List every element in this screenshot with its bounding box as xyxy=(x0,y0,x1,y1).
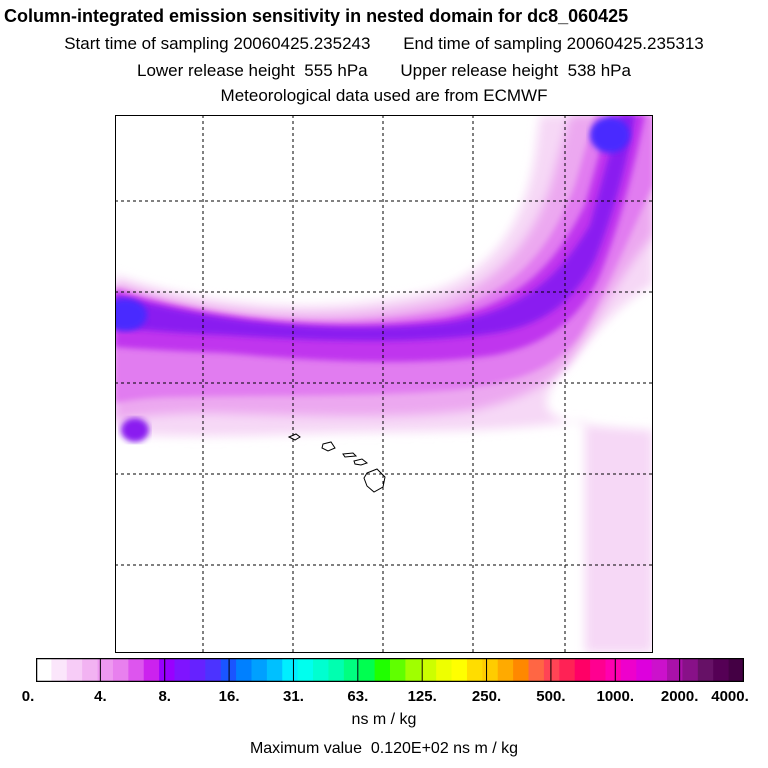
sampling-times: Start time of sampling 20060425.235243 E… xyxy=(0,34,768,54)
colorbar-cell xyxy=(36,658,52,682)
colorbar-cell xyxy=(328,658,345,682)
colorbar-cell xyxy=(436,658,453,682)
colorbar-tick-label: 63. xyxy=(347,688,369,705)
lower-label: Lower release height xyxy=(137,61,295,80)
colorbar-cell xyxy=(313,658,330,682)
colorbar-tick-label: 0. xyxy=(21,688,35,705)
colorbar-cell xyxy=(543,658,560,682)
met-data-note: Meteorological data used are from ECMWF xyxy=(220,86,548,105)
colorbar-cell xyxy=(651,658,668,682)
colorbar-dividers xyxy=(99,658,681,682)
island-hawaii xyxy=(363,468,386,493)
island-maui xyxy=(353,458,369,466)
plume-core xyxy=(115,115,635,341)
colorbar-cell xyxy=(636,658,653,682)
colorbar-unit: ns m / kg xyxy=(351,711,417,728)
plume-strong xyxy=(115,115,645,362)
colorbar-cell xyxy=(605,658,622,682)
colorbar-cell xyxy=(359,658,376,682)
colorbar-cell xyxy=(174,658,191,682)
colorbar-cell xyxy=(728,658,744,682)
colorbar-cell xyxy=(682,658,699,682)
plot-title: Column-integrated emission sensitivity i… xyxy=(4,6,629,26)
colorbar-cell xyxy=(513,658,530,682)
colorbar-cell xyxy=(205,658,222,682)
colorbar-cell xyxy=(713,658,730,682)
plume-peak-west-lower xyxy=(121,418,149,442)
start-label: Start time of sampling xyxy=(64,34,229,53)
coastlines xyxy=(287,433,386,493)
colorbar-tick-label: 250. xyxy=(471,688,502,705)
colorbar-tick-label: 4. xyxy=(94,688,107,705)
colorbar-cell xyxy=(697,658,714,682)
sensitivity-map xyxy=(115,115,653,653)
island-molokai xyxy=(342,452,358,458)
maximum-value: Maximum value 0.120E+02 ns m / kg xyxy=(0,740,768,758)
plume-layer xyxy=(115,115,653,653)
upper-label: Upper release height xyxy=(400,61,559,80)
colorbar-tick-label: 4000. xyxy=(711,688,749,705)
release-heights: Lower release height 555 hPa Upper relea… xyxy=(0,61,768,81)
colorbar-tick-label: 1000. xyxy=(596,688,635,705)
colorbar-cell xyxy=(97,658,114,682)
colorbar-cell xyxy=(82,658,99,682)
maximum-number: 0.120E+02 ns m / kg xyxy=(370,740,519,757)
colorbar-cell xyxy=(574,658,591,682)
colorbar-cell xyxy=(374,658,391,682)
colorbar-tick-label: 31. xyxy=(283,688,304,705)
colorbar-cell xyxy=(420,658,437,682)
plume-peak-northeast xyxy=(590,117,630,153)
end-value: 20060425.235313 xyxy=(566,34,704,53)
colorbar-cell xyxy=(143,658,160,682)
upper-value: 538 hPa xyxy=(567,61,631,80)
colorbar-cell xyxy=(343,658,360,682)
plume-peak-west xyxy=(115,299,147,331)
colorbar-cell xyxy=(251,658,268,682)
colorbar-cell xyxy=(405,658,422,682)
colorbar-cell xyxy=(528,658,545,682)
colorbar-cell xyxy=(297,658,314,682)
colorbar-cell xyxy=(667,658,684,682)
island-oahu xyxy=(321,441,336,452)
colorbar-cell xyxy=(390,658,406,682)
end-label: End time of sampling xyxy=(403,34,562,53)
colorbar-cell xyxy=(266,658,283,682)
colorbar-cell xyxy=(559,658,576,682)
colorbar-cell xyxy=(620,658,637,682)
colorbar-tick-label: 2000. xyxy=(660,688,699,705)
colorbar-tick-label: 500. xyxy=(536,688,566,705)
colorbar-cell xyxy=(282,658,299,682)
colorbar-cell xyxy=(451,658,468,682)
colorbar-cells xyxy=(36,658,744,682)
colorbar-cell xyxy=(51,658,68,682)
start-value: 20060425.235243 xyxy=(233,34,371,53)
colorbar-cell xyxy=(189,658,206,682)
colorbar-cell xyxy=(482,658,499,682)
colorbar-cell xyxy=(236,658,253,682)
colorbar-cell xyxy=(497,658,514,682)
colorbar-tick-label: 8. xyxy=(158,688,171,705)
colorbar-cell xyxy=(590,658,607,682)
maximum-label: Maximum value xyxy=(249,740,362,757)
colorbar-cell xyxy=(466,658,483,682)
colorbar-tick-label: 16. xyxy=(218,688,240,705)
colorbar-cell xyxy=(159,658,176,682)
colorbar-tick-label: 125. xyxy=(407,688,437,705)
lower-value: 555 hPa xyxy=(304,61,368,80)
colorbar-cell xyxy=(112,658,129,682)
colorbar-frame xyxy=(36,658,744,682)
map-frame xyxy=(115,115,653,653)
colorbar-cell xyxy=(128,658,145,682)
colorbar xyxy=(36,658,744,682)
colorbar-cell xyxy=(66,658,83,682)
